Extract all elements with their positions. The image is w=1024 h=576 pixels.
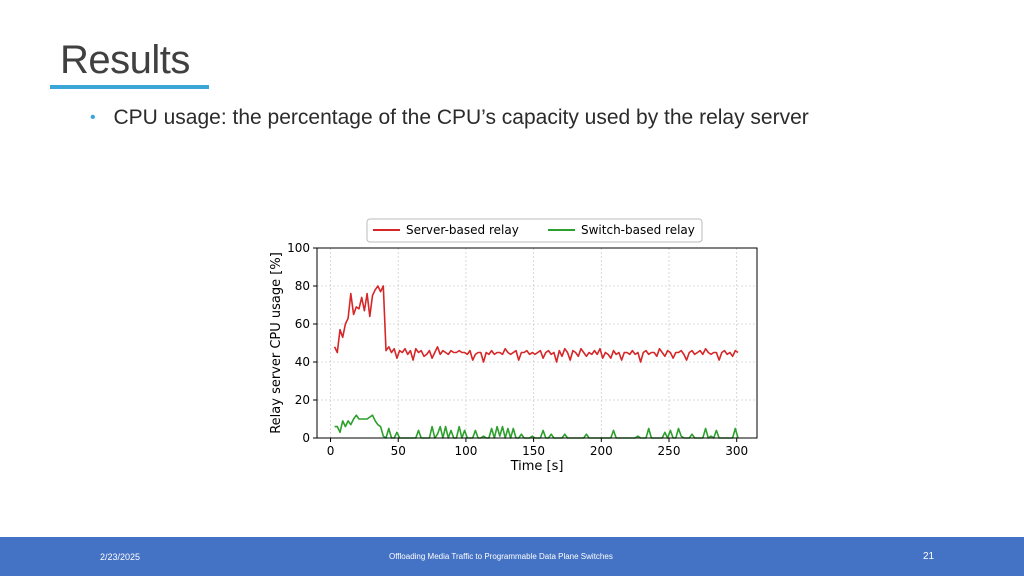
legend-box (366, 218, 703, 243)
page-title: Results (60, 38, 190, 82)
x-tick-label: 0 (327, 444, 335, 458)
y-axis-label: Relay server CPU usage [%] (269, 252, 284, 434)
bullet-item: • CPU usage: the percentage of the CPU’s… (90, 106, 809, 130)
y-tick-label: 80 (295, 279, 310, 293)
x-tick-label: 50 (391, 444, 406, 458)
tick-layer: 0 50 100 150 200 250 300 0 20 40 60 80 100 (287, 241, 748, 458)
x-tick-label: 150 (522, 444, 545, 458)
x-axis-label: Time [s] (510, 459, 564, 474)
y-tick-label: 40 (295, 355, 310, 369)
legend-label-server: Server-based relay (406, 223, 519, 237)
plot-frame (316, 247, 758, 439)
title-underline (50, 85, 209, 89)
legend: Server-based relay Switch-based relay (366, 218, 703, 243)
legend-label-switch: Switch-based relay (581, 223, 695, 237)
x-tick-label: 200 (590, 444, 613, 458)
page-number: 21 (923, 551, 935, 562)
footer-date: 2/23/2025 (100, 552, 141, 562)
x-tick-label: 100 (454, 444, 477, 458)
bullet-dot-icon: • (90, 109, 96, 126)
footer-title: Offloading Media Traffic to Programmable… (389, 552, 613, 561)
y-tick-label: 100 (287, 241, 310, 255)
plot-area (317, 248, 757, 438)
y-tick-label: 20 (295, 393, 310, 407)
footer-bar: 2/23/2025 Offloading Media Traffic to Pr… (0, 537, 1024, 576)
series-line-server-based-relay (333, 285, 739, 363)
x-tick-label: 300 (725, 444, 748, 458)
x-tick-label: 250 (658, 444, 681, 458)
bullet-text: CPU usage: the percentage of the CPU’s c… (113, 106, 809, 129)
y-tick-label: 60 (295, 317, 310, 331)
y-tick-label: 0 (302, 431, 310, 445)
